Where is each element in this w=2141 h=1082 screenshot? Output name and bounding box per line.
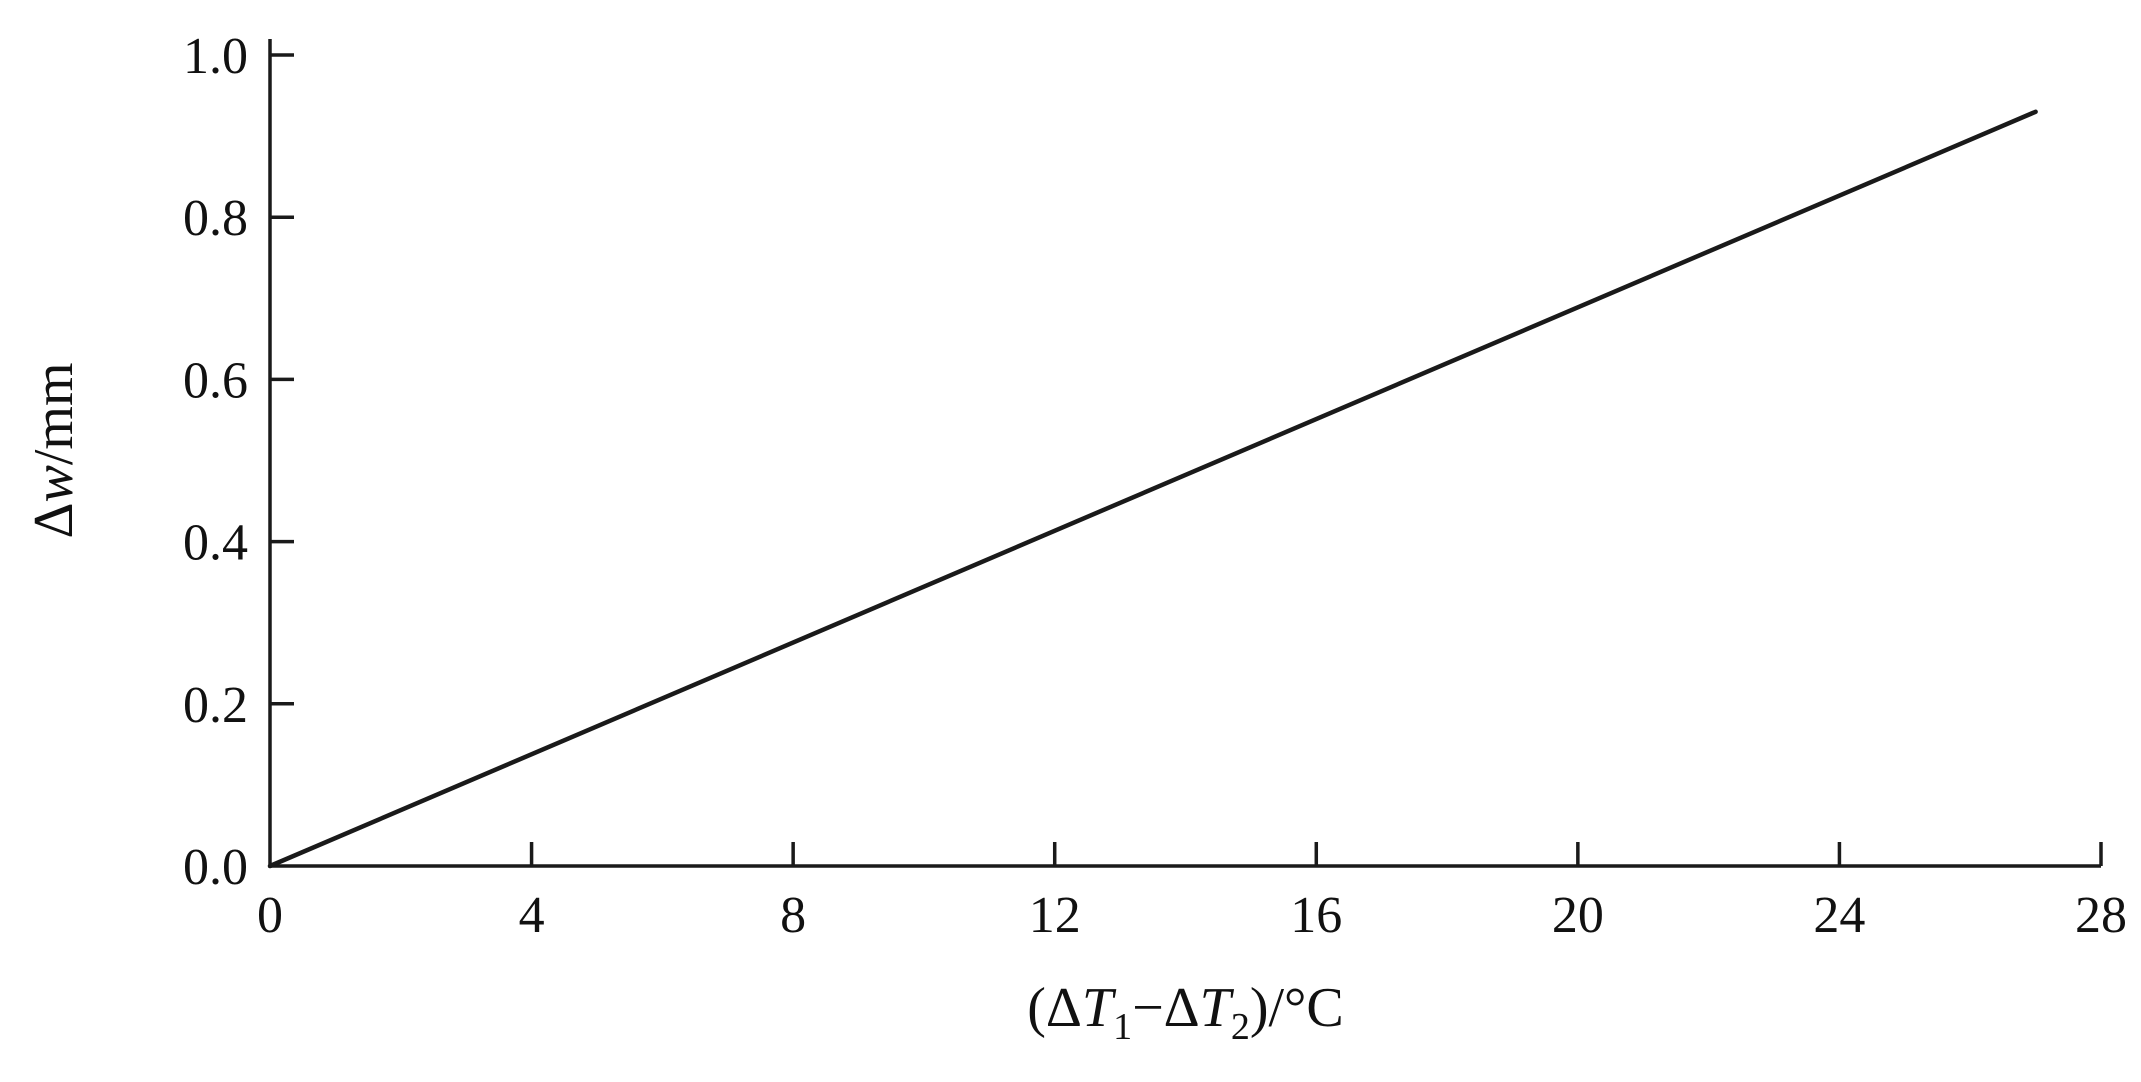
x-axis-label: (ΔT1−ΔT2)/°C [1027,977,1344,1048]
x-tick-label: 24 [1813,887,1865,944]
data-line [267,109,2038,869]
y-tick-label: 0.4 [183,515,248,572]
y-tick-label: 0.2 [183,677,248,734]
x-tick-label: 20 [1552,887,1604,944]
x-tick-label: 8 [780,887,806,944]
y-tick-label: 1.0 [183,28,248,85]
x-tick-label: 16 [1290,887,1342,944]
y-axis-label: Δw/mm [23,362,85,538]
x-tick-label: 0 [257,887,283,944]
x-tick-label: 28 [2075,887,2127,944]
x-tick-label: 12 [1029,887,1081,944]
y-tick-label: 0.6 [183,352,248,409]
y-tick-label: 0.8 [183,190,248,247]
x-tick-label: 4 [519,887,545,944]
y-tick-label: 0.0 [183,839,248,896]
